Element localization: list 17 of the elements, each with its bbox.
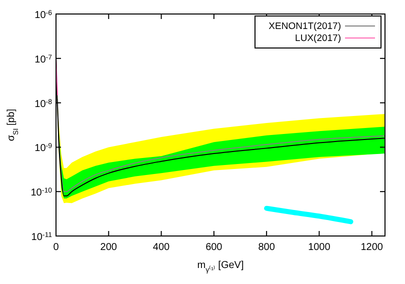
x-tick-label: 0 <box>53 242 60 253</box>
y-tick-label: 10$^{-7}$ <box>34 54 52 66</box>
y-tick-label: 10$^{-9}$ <box>34 142 52 154</box>
y-tick-label: 10$^{-6}$ <box>34 10 52 21</box>
x-tick-label: 800 <box>258 242 276 253</box>
x-tick-label: 600 <box>206 242 223 253</box>
line-series <box>56 98 385 192</box>
x-tick-label: 200 <box>100 242 118 253</box>
y-tick-label: 10$^{-8}$ <box>34 98 52 110</box>
x-tick-label: 1000 <box>308 242 331 253</box>
x-tick-label: 400 <box>152 242 170 253</box>
legend-label: LUX(2017) <box>295 33 341 44</box>
y-tick-label: 10$^{-11}$ <box>31 232 52 243</box>
y-tick-label: 10$^{-10}$ <box>30 187 52 199</box>
legend-label: XENON1T(2017) <box>268 21 341 32</box>
x-axis-title: m$_{γ⁽¹⁾}$ [GeV] <box>197 260 244 274</box>
x-tick-label: 1200 <box>360 242 384 253</box>
